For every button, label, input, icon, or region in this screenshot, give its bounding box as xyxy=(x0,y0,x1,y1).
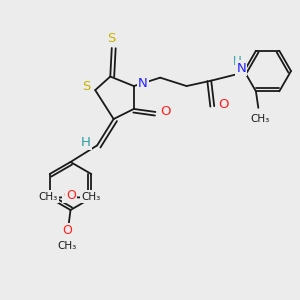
Text: N: N xyxy=(138,77,148,90)
Text: H: H xyxy=(232,55,242,68)
Text: CH₃: CH₃ xyxy=(58,241,77,251)
Text: CH₃: CH₃ xyxy=(82,191,101,202)
Text: N: N xyxy=(236,61,246,75)
Text: O: O xyxy=(63,188,73,202)
Text: S: S xyxy=(82,80,90,93)
Text: O: O xyxy=(219,98,229,111)
Text: O: O xyxy=(63,224,72,237)
Text: CH₃: CH₃ xyxy=(250,114,269,124)
Text: S: S xyxy=(108,32,116,45)
Text: O: O xyxy=(161,105,171,118)
Text: H: H xyxy=(81,136,91,149)
Text: CH₃: CH₃ xyxy=(38,191,57,202)
Text: O: O xyxy=(66,188,76,202)
